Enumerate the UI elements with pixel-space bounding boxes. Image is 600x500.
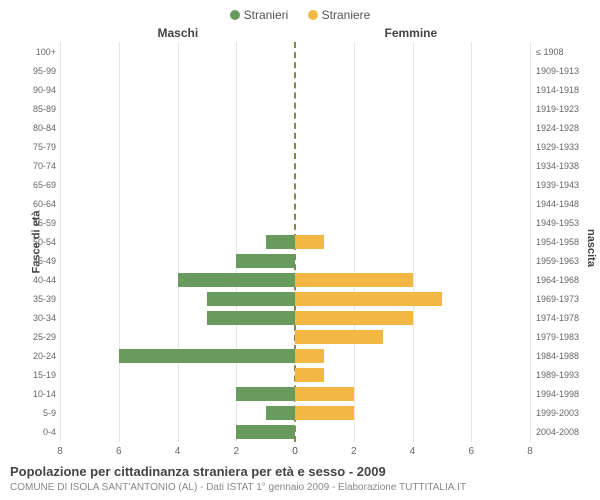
- age-label: 75-79: [6, 142, 56, 152]
- bar-female: [295, 273, 413, 287]
- birth-year-label: 1919-1923: [536, 104, 579, 114]
- bar-male: [236, 387, 295, 401]
- legend-swatch-male: [230, 10, 240, 20]
- bar-female: [295, 406, 354, 420]
- age-label: 60-64: [6, 199, 56, 209]
- age-label: 50-54: [6, 237, 56, 247]
- age-label: 10-14: [6, 389, 56, 399]
- bar-male: [207, 292, 295, 306]
- age-label: 80-84: [6, 123, 56, 133]
- age-label: 55-59: [6, 218, 56, 228]
- bar-female: [295, 235, 324, 249]
- birth-year-label: 1934-1938: [536, 161, 579, 171]
- x-tick-label: 6: [468, 446, 474, 457]
- bar-male: [178, 273, 296, 287]
- age-label: 0-4: [6, 427, 56, 437]
- chart-subtitle: COMUNE DI ISOLA SANT'ANTONIO (AL) - Dati…: [10, 482, 466, 493]
- birth-year-label: 1999-2003: [536, 408, 579, 418]
- bar-female: [295, 349, 324, 363]
- age-label: 100+: [6, 47, 56, 57]
- grid-line: [119, 42, 120, 442]
- bar-female: [295, 387, 354, 401]
- grid-line: [354, 42, 355, 442]
- birth-year-label: 1954-1958: [536, 237, 579, 247]
- grid-line: [178, 42, 179, 442]
- age-label: 5-9: [6, 408, 56, 418]
- legend-swatch-female: [308, 10, 318, 20]
- birth-year-label: 1964-1968: [536, 275, 579, 285]
- legend-label-female: Straniere: [322, 8, 371, 22]
- birth-year-label: 1914-1918: [536, 85, 579, 95]
- grid-line: [471, 42, 472, 442]
- plot-area: 0246824680: [60, 42, 530, 442]
- x-tick-label: 8: [57, 446, 63, 457]
- age-label: 15-19: [6, 370, 56, 380]
- bar-female: [295, 311, 413, 325]
- birth-year-label: 1939-1943: [536, 180, 579, 190]
- age-label: 35-39: [6, 294, 56, 304]
- bar-male: [236, 425, 295, 439]
- x-tick-label: 2: [351, 446, 357, 457]
- birth-year-label: 1929-1933: [536, 142, 579, 152]
- age-label: 90-94: [6, 85, 56, 95]
- y-axis-title-right: Anni di nascita: [585, 229, 600, 267]
- legend-label-male: Stranieri: [244, 8, 289, 22]
- age-label: 45-49: [6, 256, 56, 266]
- birth-year-label: 1979-1983: [536, 332, 579, 342]
- grid-line: [413, 42, 414, 442]
- bar-male: [266, 406, 295, 420]
- birth-year-label: 1994-1998: [536, 389, 579, 399]
- x-tick-label: 6: [116, 446, 122, 457]
- legend: Stranieri Straniere: [0, 8, 600, 23]
- birth-year-label: 1949-1953: [536, 218, 579, 228]
- bar-female: [295, 368, 324, 382]
- age-label: 70-74: [6, 161, 56, 171]
- birth-year-label: 1944-1948: [536, 199, 579, 209]
- age-label: 85-89: [6, 104, 56, 114]
- bar-male: [119, 349, 295, 363]
- legend-item-female: Straniere: [308, 8, 371, 22]
- birth-year-label: ≤ 1908: [536, 47, 563, 57]
- bar-male: [207, 311, 295, 325]
- x-tick-label: 8: [527, 446, 533, 457]
- bar-female: [295, 292, 442, 306]
- birth-year-label: 1969-1973: [536, 294, 579, 304]
- birth-year-label: 1924-1928: [536, 123, 579, 133]
- birth-year-label: 1974-1978: [536, 313, 579, 323]
- bar-female: [295, 330, 383, 344]
- age-label: 25-29: [6, 332, 56, 342]
- grid-line: [530, 42, 531, 442]
- birth-year-label: 1989-1993: [536, 370, 579, 380]
- birth-year-label: 2004-2008: [536, 427, 579, 437]
- birth-year-label: 1984-1988: [536, 351, 579, 361]
- legend-item-male: Stranieri: [230, 8, 289, 22]
- x-tick-label: 2: [233, 446, 239, 457]
- birth-year-label: 1909-1913: [536, 66, 579, 76]
- chart-container: Stranieri Straniere Maschi Femmine Fasce…: [0, 0, 600, 500]
- bar-male: [266, 235, 295, 249]
- grid-line: [236, 42, 237, 442]
- age-label: 30-34: [6, 313, 56, 323]
- age-label: 95-99: [6, 66, 56, 76]
- age-label: 40-44: [6, 275, 56, 285]
- chart-title: Popolazione per cittadinanza straniera p…: [10, 464, 386, 479]
- section-title-male: Maschi: [158, 26, 199, 40]
- x-tick-label: 4: [410, 446, 416, 457]
- bar-male: [236, 254, 295, 268]
- age-label: 65-69: [6, 180, 56, 190]
- birth-year-label: 1959-1963: [536, 256, 579, 266]
- section-title-female: Femmine: [385, 26, 438, 40]
- age-label: 20-24: [6, 351, 56, 361]
- grid-line: [60, 42, 61, 442]
- x-tick-label: 4: [175, 446, 181, 457]
- x-tick-label: 0: [292, 446, 298, 457]
